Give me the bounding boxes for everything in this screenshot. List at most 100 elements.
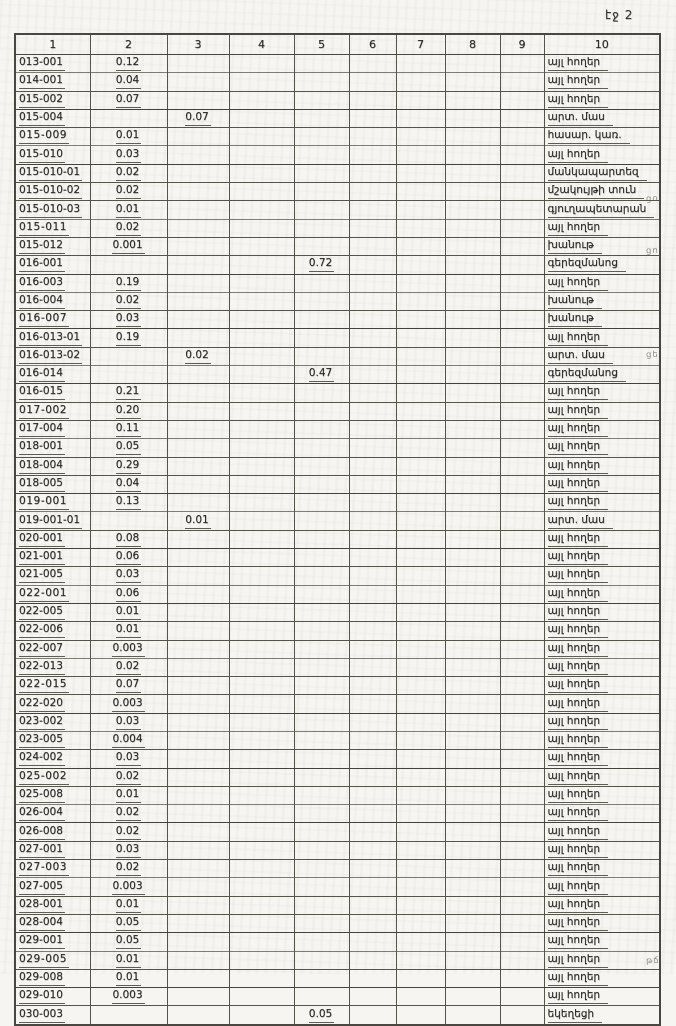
empty-cell [348,712,397,732]
empty-cell [395,548,446,568]
empty-cell [395,182,446,202]
area-value-cell-text: 0.004 [112,733,145,749]
empty-cell [499,676,545,696]
empty-cell [499,749,545,769]
empty-cell [444,657,501,678]
area-value-cell-text: 0.01 [115,788,142,804]
area-value-cell: 0.03 [89,712,168,732]
table-row: 015-002 0.07 այլ հողեր [14,90,661,110]
parcel-code-cell-text: 019-001-01 [19,514,83,529]
land-use-cell-text: խանութ [547,294,602,309]
area-value-cell-text: 0.21 [115,385,142,401]
land-use-cell: այլ հողեր [543,694,661,714]
parcel-code-cell-text: 016-015 [19,385,65,401]
table-row: 015-012 0.001 խանութ [14,236,661,257]
area-value-cell: 0.04 [89,72,168,92]
area-value-cell: 0.02 [89,767,168,787]
area-value-cell: 0.02 [89,218,168,238]
table-row: 016-015 0.21 այլ հողեր [14,383,661,403]
parcel-code-cell: 021-001 [14,548,91,568]
land-use-cell: արտ. մաս [543,108,661,129]
area-value-cell [293,767,350,787]
empty-cell [348,346,397,367]
empty-cell [228,438,295,458]
empty-cell [499,200,545,220]
empty-cell [499,310,545,330]
empty-cell [395,419,446,440]
area-value-cell [166,255,230,275]
area-value-cell [166,767,230,787]
table-row: 016-013-01 0.19 այլ հողեր [14,328,661,348]
area-value-cell [166,328,230,348]
parcel-code-cell-text: 024-002 [19,751,65,767]
empty-cell [444,328,501,348]
empty-cell [395,328,446,348]
land-use-cell: արտ. մաս [543,511,661,531]
empty-cell [228,749,295,769]
area-value-cell: 0.004 [89,730,168,751]
table-row: 018-001 0.05 այլ հողեր [14,438,661,458]
area-value-cell-text: 0.13 [115,495,142,511]
area-value-cell: 0.07 [89,676,168,696]
empty-cell [499,419,545,440]
land-use-cell-text: հասար. կառ. [547,129,630,145]
area-value-cell: 0.03 [89,749,168,769]
area-value-cell [166,182,230,202]
land-use-cell: գերեզմանոց [543,255,661,275]
land-use-cell: այլ հողեր [543,932,661,952]
land-use-cell: այլ հողեր [543,859,661,879]
table-row: 017-004 0.11 այլ հողեր [14,419,661,440]
land-use-cell-text: այլ հողեր [547,56,609,72]
land-use-cell-text: այլ հողեր [547,751,609,767]
area-value-cell-text: 0.05 [115,934,142,950]
land-use-cell: այլ հողեր [543,401,661,421]
empty-cell [444,584,501,604]
empty-cell [228,1005,295,1026]
area-value-cell: 0.21 [89,383,168,403]
land-use-cell-text: այլ հողեր [547,331,609,346]
empty-cell [444,968,501,989]
area-value-cell [293,822,350,842]
empty-cell [499,511,545,531]
empty-cell [444,53,501,74]
handwritten-margin-mark: ցօ [645,194,659,205]
parcel-code-cell: 019-001 [14,493,91,513]
land-use-cell-text: այլ հողեր [547,733,609,749]
column-header-6: 6 [348,33,397,55]
area-value-cell [293,90,350,110]
area-value-cell [293,749,350,769]
empty-cell [348,877,397,897]
empty-cell [444,767,501,787]
empty-cell [444,236,501,257]
table-row: 030-003 0.05 եկեղեցի [14,1005,661,1026]
area-value-cell [166,273,230,293]
table-row: 015-010-03 0.01 գյուղապետարան [14,200,661,220]
empty-cell [499,566,545,586]
empty-cell [444,200,501,220]
empty-cell [348,968,397,989]
empty-cell [228,877,295,897]
table-row: 021-005 0.03 այլ հողեր [14,566,661,586]
parcel-code-cell: 025-008 [14,785,91,806]
empty-cell [228,456,295,476]
empty-cell [499,895,545,915]
area-value-cell [166,932,230,952]
empty-cell [228,804,295,824]
empty-cell [228,859,295,879]
empty-cell [348,785,397,806]
land-use-cell-text: այլ հողեր [547,916,609,932]
land-use-cell: այլ հողեր [543,456,661,476]
area-value-cell [166,438,230,458]
area-value-cell [293,456,350,476]
land-use-cell-text: այլ հողեր [547,404,609,419]
empty-cell [228,548,295,568]
area-value-cell [166,548,230,568]
land-use-cell: այլ հողեր [543,566,661,586]
area-value-cell: 0.01 [89,200,168,220]
parcel-code-cell-text: 018-005 [19,477,65,492]
area-value-cell-text: 0.19 [115,276,142,291]
area-value-cell [293,968,350,989]
table-row: 027-001 0.03 այլ հողեր [14,840,661,861]
empty-cell [444,602,501,623]
